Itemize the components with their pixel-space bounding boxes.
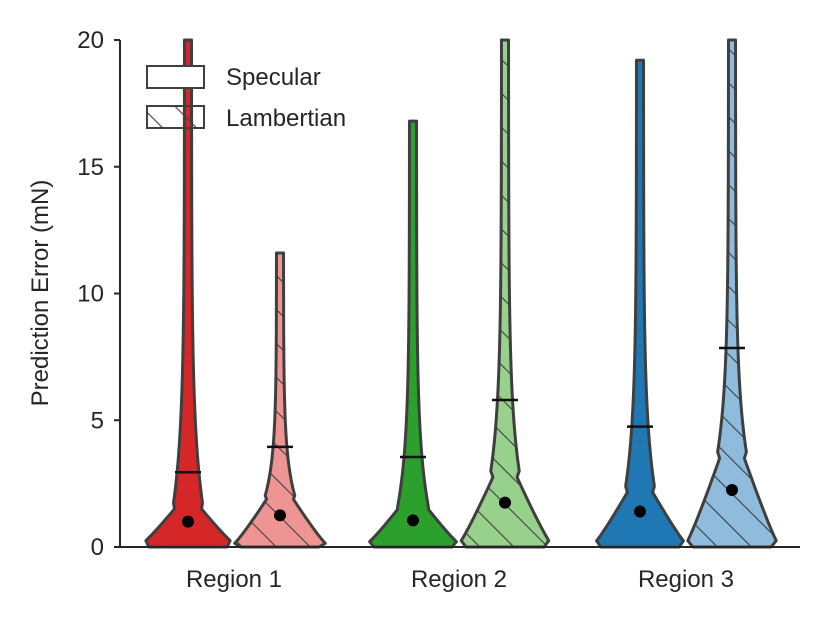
y-ticks: 0 5 10 15 20 [77,27,120,561]
median-dot [499,496,511,509]
median-dot [182,515,194,528]
legend-label-lambertian: Lambertian [226,105,346,132]
median-dot [726,483,738,496]
y-tick-label: 20 [77,27,104,54]
legend-swatch-specular [146,65,205,89]
y-axis-title: Prediction Error (mN) [27,180,54,407]
x-category-label: Region 1 [186,566,282,593]
x-categories: Region 1 Region 2 Region 3 [186,566,734,593]
x-category-label: Region 3 [638,566,734,593]
legend: Specular Lambertian [146,64,346,132]
violin-hatch [687,40,777,547]
median-dot [274,509,286,522]
y-tick-label: 0 [91,534,104,561]
y-tick-label: 10 [77,281,104,308]
y-tick-label: 15 [77,154,104,181]
violin-specular-region-1 [144,38,232,549]
violin-specular-region-2 [368,119,458,549]
violin-hatch [234,252,326,547]
violin-specular-region-3 [595,58,685,549]
legend-label-specular: Specular [226,64,321,91]
violins-layer [144,38,778,549]
median-dot [407,514,419,527]
y-tick-label: 5 [91,407,104,434]
x-category-label: Region 2 [411,566,507,593]
median-dot [634,505,646,518]
violin-hatch [461,40,549,547]
legend-swatch-lambertian [146,105,205,129]
